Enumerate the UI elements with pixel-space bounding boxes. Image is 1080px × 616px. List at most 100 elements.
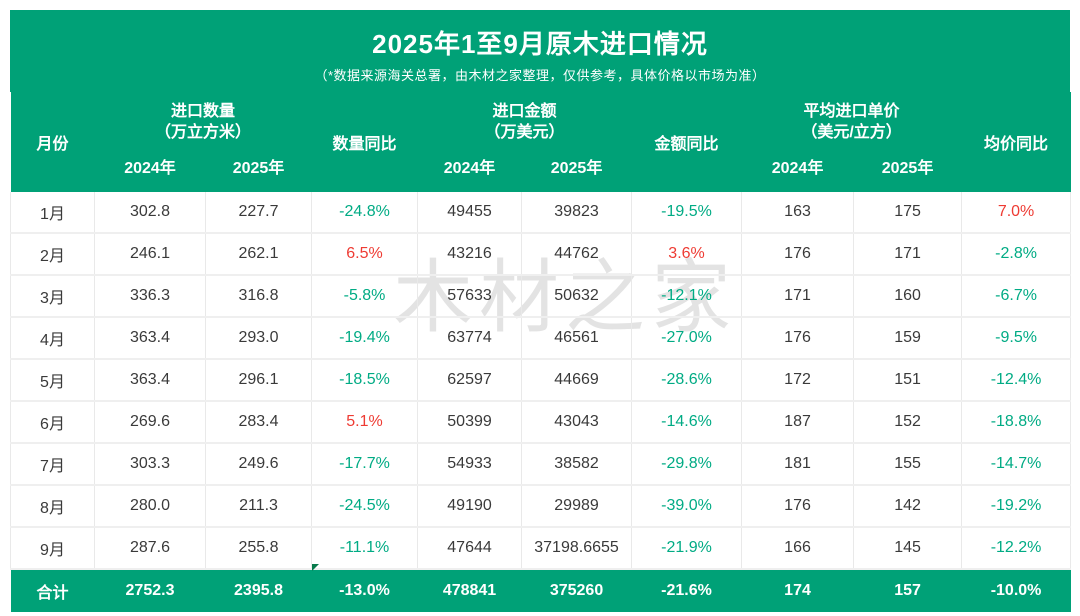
cell-amt-2025: 44762: [521, 233, 633, 276]
cell-qty-2025: 283.4: [205, 401, 313, 444]
cell-price-2025: 171: [853, 233, 963, 276]
col-group-amount: 进口金额 （万美元）: [417, 92, 632, 152]
cell-qty-yoy: -11.1%: [311, 527, 419, 570]
cell-price-2024: 187: [741, 401, 855, 444]
cell-qty-yoy: 5.1%: [311, 401, 419, 444]
col-header-qty-2024: 2024年: [94, 152, 206, 192]
table-row: 6月 269.6 283.4 5.1% 50399 43043 -14.6% 1…: [10, 401, 1072, 444]
cell-price-2024: 172: [741, 359, 855, 402]
col-group-price: 平均进口单价 （美元/立方）: [741, 92, 962, 152]
cell-amt-2025: 46561: [521, 317, 633, 360]
cell-amt-2024: 47644: [417, 527, 523, 570]
cell-month: 1月: [10, 192, 95, 234]
cell-price-2024: 171: [741, 275, 855, 318]
header-year-row: 2024年 2025年 2024年 2025年 2024年 2025年: [11, 152, 1071, 192]
report-card: 2025年1至9月原木进口情况 （*数据来源海关总署，由木材之家整理，仅供参考，…: [10, 10, 1072, 612]
col-group-amount-line2: （万美元）: [484, 124, 565, 141]
header-group-row: 月份 进口数量 （万立方米） 数量同比 进口金额 （万美元） 金额同比 平均进口…: [10, 92, 1071, 192]
cell-amt-yoy: -19.5%: [631, 192, 743, 234]
cell-amt-2024: 62597: [417, 359, 523, 402]
cell-amt-yoy: -27.0%: [631, 317, 743, 360]
table-footer: 合计 2752.3 2395.8 -13.0% 478841 375260 -2…: [10, 564, 1071, 612]
total-qty-yoy: -13.0%: [311, 564, 418, 612]
cell-month: 5月: [10, 359, 95, 402]
cell-price-yoy: -18.8%: [961, 401, 1072, 444]
cell-qty-2024: 363.4: [94, 317, 206, 360]
cell-month: 4月: [10, 317, 95, 360]
cell-amt-yoy: -29.8%: [631, 443, 743, 486]
cell-price-yoy: -12.2%: [961, 527, 1072, 570]
cell-qty-2025: 316.8: [205, 275, 313, 318]
table-body: 1月 302.8 227.7 -24.8% 49455 39823 -19.5%…: [10, 192, 1072, 570]
cell-price-yoy: -19.2%: [961, 485, 1072, 528]
cell-flag-icon: [311, 564, 319, 571]
cell-month: 9月: [10, 527, 95, 570]
cell-month: 8月: [10, 485, 95, 528]
cell-price-2025: 155: [853, 443, 963, 486]
page-title: 2025年1至9月原木进口情况: [372, 29, 708, 59]
table-row: 7月 303.3 249.6 -17.7% 54933 38582 -29.8%…: [10, 443, 1072, 486]
col-header-qty-2025: 2025年: [205, 152, 312, 192]
cell-amt-2024: 49190: [417, 485, 523, 528]
total-row: 合计 2752.3 2395.8 -13.0% 478841 375260 -2…: [10, 564, 1071, 612]
cell-month: 3月: [10, 275, 95, 318]
cell-qty-yoy: -17.7%: [311, 443, 419, 486]
cell-amt-2025: 39823: [521, 192, 633, 234]
cell-amt-yoy: -28.6%: [631, 359, 743, 402]
cell-price-2025: 145: [853, 527, 963, 570]
total-price-2025: 157: [853, 569, 962, 612]
cell-price-2024: 176: [741, 485, 855, 528]
cell-qty-2025: 296.1: [205, 359, 313, 402]
cell-qty-2025: 255.8: [205, 527, 313, 570]
cell-amt-yoy: -12.1%: [631, 275, 743, 318]
total-amt-2025: 375260: [521, 569, 632, 612]
table-row: 9月 287.6 255.8 -11.1% 47644 37198.6655 -…: [10, 527, 1072, 570]
cell-qty-yoy: -5.8%: [311, 275, 419, 318]
cell-price-2024: 181: [741, 443, 855, 486]
cell-amt-2025: 29989: [521, 485, 633, 528]
col-group-price-line1: 平均进口单价: [803, 103, 900, 120]
cell-qty-2024: 363.4: [94, 359, 206, 402]
cell-qty-2025: 227.7: [205, 192, 313, 234]
col-header-month: 月份: [10, 92, 95, 192]
cell-price-2024: 176: [741, 233, 855, 276]
cell-qty-yoy: -24.8%: [311, 192, 419, 234]
cell-amt-2024: 63774: [417, 317, 523, 360]
cell-month: 7月: [10, 443, 95, 486]
cell-amt-2025: 38582: [521, 443, 633, 486]
cell-price-yoy: -12.4%: [961, 359, 1072, 402]
cell-amt-2025: 44669: [521, 359, 633, 402]
cell-price-yoy: -9.5%: [961, 317, 1072, 360]
cell-price-2024: 166: [741, 527, 855, 570]
cell-amt-2024: 54933: [417, 443, 523, 486]
cell-qty-2024: 303.3: [94, 443, 206, 486]
cell-qty-2024: 287.6: [94, 527, 206, 570]
cell-amt-yoy: -14.6%: [631, 401, 743, 444]
col-group-quantity: 进口数量 （万立方米）: [94, 92, 312, 152]
cell-price-yoy: 7.0%: [961, 192, 1072, 234]
cell-price-2024: 163: [741, 192, 855, 234]
col-header-amt-2024: 2024年: [417, 152, 522, 192]
col-header-price-2025: 2025年: [853, 152, 962, 192]
cell-amt-2025: 37198.6655: [521, 527, 633, 570]
cell-qty-2024: 246.1: [94, 233, 206, 276]
import-stats-table: 月份 进口数量 （万立方米） 数量同比 进口金额 （万美元） 金额同比 平均进口…: [10, 92, 1072, 612]
cell-qty-yoy: -18.5%: [311, 359, 419, 402]
cell-amt-yoy: -39.0%: [631, 485, 743, 528]
col-group-amount-line1: 进口金额: [492, 103, 557, 120]
cell-qty-2024: 269.6: [94, 401, 206, 444]
cell-amt-2024: 49455: [417, 192, 523, 234]
cell-qty-2024: 336.3: [94, 275, 206, 318]
total-price-yoy: -10.0%: [961, 569, 1071, 612]
total-amt-2024: 478841: [417, 569, 522, 612]
cell-price-2025: 151: [853, 359, 963, 402]
table-row: 8月 280.0 211.3 -24.5% 49190 29989 -39.0%…: [10, 485, 1072, 528]
page-subtitle: （*数据来源海关总署，由木材之家整理，仅供参考，具体价格以市场为准）: [314, 68, 766, 83]
col-group-quantity-line1: 进口数量: [171, 103, 236, 120]
cell-amt-yoy: 3.6%: [631, 233, 743, 276]
cell-qty-2025: 293.0: [205, 317, 313, 360]
cell-qty-yoy: -24.5%: [311, 485, 419, 528]
masthead: 2025年1至9月原木进口情况 （*数据来源海关总署，由木材之家整理，仅供参考，…: [10, 10, 1070, 92]
total-label: 合计: [10, 569, 95, 612]
cell-qty-yoy: -19.4%: [311, 317, 419, 360]
